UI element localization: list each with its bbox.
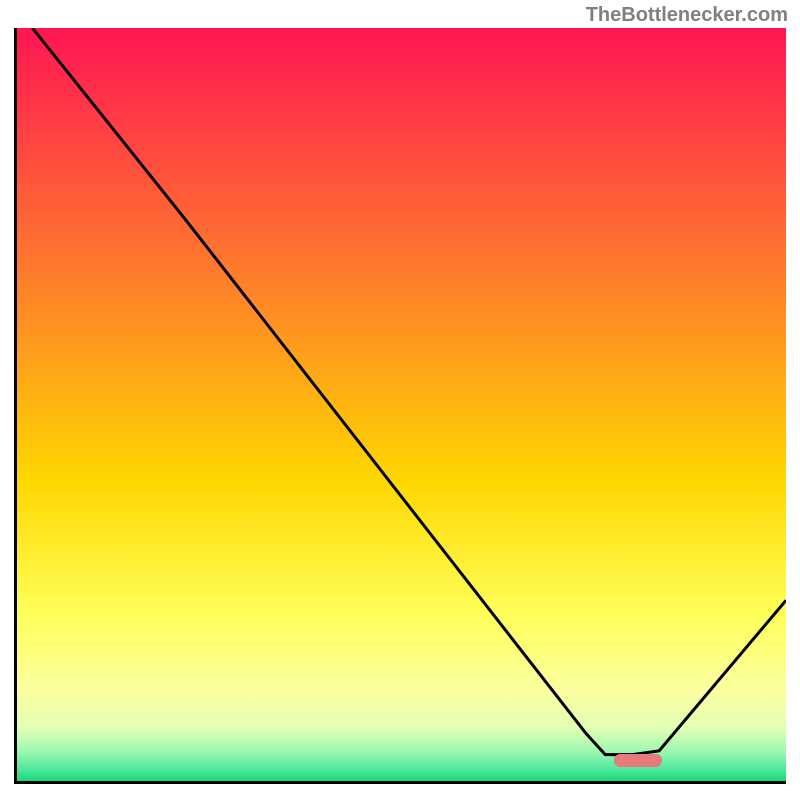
watermark-text: TheBottlenecker.com (586, 4, 788, 27)
chart-curve (17, 28, 786, 781)
optimal-marker (614, 754, 662, 767)
chart-area (14, 28, 786, 784)
